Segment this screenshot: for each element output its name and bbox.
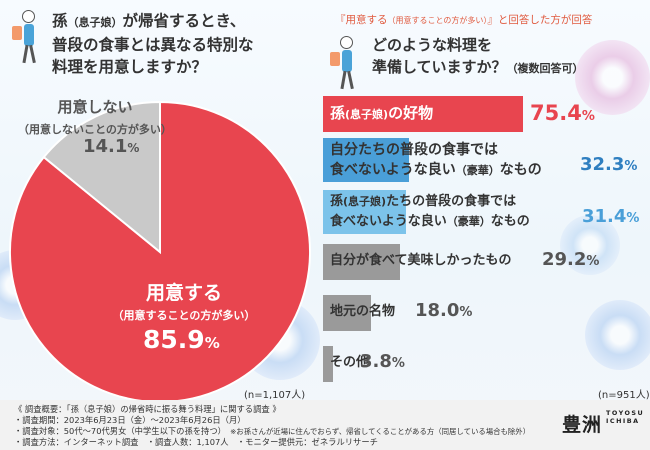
pie-slice-yes [9, 100, 311, 403]
brand-logo-roman: TOYOSU ICHIBA [606, 409, 645, 425]
bar-value-5: 18.0% [415, 300, 473, 321]
bar-3 [323, 190, 407, 234]
sample-size-left: (n=1,107人) [244, 390, 306, 401]
bar-value-4: 29.2% [542, 249, 600, 270]
footer-method: ・調査方法：インターネット調査 ・調査人数：1,107人 ・モニター提供元：ゼネ… [14, 437, 378, 447]
footer-period: ・調査期間：2023年6月23日（金）〜2023年6月26日（月） [14, 415, 246, 425]
survey-footer [0, 400, 650, 450]
pie-value-yes: 85.9% [143, 325, 220, 354]
bar-6 [323, 346, 334, 382]
bar-label-6: その他 [330, 355, 370, 370]
bar-label-1: 孫(息子娘)の好物 [330, 104, 434, 122]
bar-value-1: 75.4% [530, 101, 595, 125]
bar-2 [323, 138, 409, 182]
flower-decoration [585, 300, 650, 370]
flower-decoration [575, 40, 650, 115]
sample-size-right: (n=951人) [598, 390, 650, 401]
pie-value-no: 14.1% [83, 136, 140, 157]
pie-slice-no [42, 100, 161, 255]
pie-question: 孫（息子娘）が帰省するとき、 普段の食事とは異なる特別な 料理を用意しますか？ [52, 12, 254, 76]
bar-4 [323, 244, 401, 280]
pie-label-yes: 用意する （用意することの方が多い） [112, 282, 256, 322]
bar-1 [323, 96, 523, 132]
bar-5 [323, 295, 371, 331]
bar-label-4: 自分が食べて美味しかったもの [330, 253, 512, 268]
traveler-illustration [330, 34, 364, 94]
bar-value-2: 32.3% [580, 154, 638, 175]
footer-target: ・調査対象：50代〜70代男女（中学生以下の孫を持つ） ※お孫さんが近場に住んで… [14, 426, 531, 436]
pie-label-no: 用意しない （用意しないことの方が多い） [18, 98, 172, 136]
respondent-note: 『用意する（用意することの方が多い）』と回答した方が回答 [335, 14, 593, 26]
footer-title: 《 調査概要：「孫（息子娘）の帰省時に振る舞う料理」に関する調査 》 [14, 404, 281, 414]
bar-label-5: 地元の名物 [330, 304, 396, 319]
brand-logo: 豊洲 [562, 414, 603, 436]
bar-label-3: 孫(息子娘)たちの普段の食事では 食べないような良い（豪華）なもの [330, 194, 530, 229]
bar-label-2: 自分たちの普段の食事では 食べないような良い（豪華）なもの [330, 142, 542, 178]
bar-value-6: 3.8% [360, 351, 405, 372]
traveler-illustration [12, 8, 46, 68]
bar-value-3: 31.4% [582, 206, 640, 227]
flower-decoration [560, 215, 620, 275]
bar-question: どのような料理を 準備していますか？（複数回答可） [372, 36, 584, 76]
